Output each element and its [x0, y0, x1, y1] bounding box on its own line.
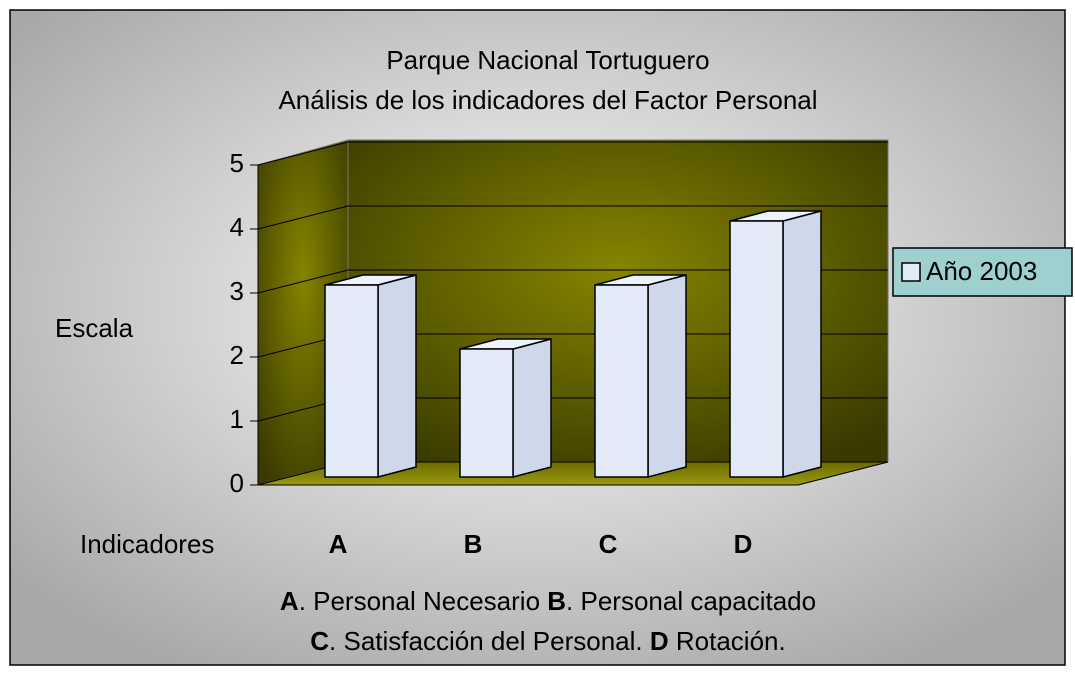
chart-subtitle: Análisis de los indicadores del Factor P… — [278, 85, 817, 115]
bar-side — [647, 274, 687, 478]
legend-label: Año 2003 — [926, 256, 1037, 286]
bar-side — [512, 338, 552, 478]
grid-line — [257, 269, 349, 294]
y-tick-label: 3 — [230, 276, 244, 306]
y-tick-label: 1 — [230, 404, 244, 434]
plot: 0 1 2 3 4 5 A B C D — [230, 141, 889, 559]
chart-title: Parque Nacional Tortuguero — [386, 45, 709, 75]
bar — [324, 284, 379, 478]
bar — [594, 284, 649, 478]
bar-side — [377, 274, 417, 478]
x-tick-label: B — [464, 529, 483, 559]
note: A. Personal Necesario B. Personal capaci… — [280, 586, 816, 616]
axis — [797, 461, 889, 486]
x-tick-label: D — [734, 529, 753, 559]
x-tick-label: A — [329, 529, 348, 559]
note: C. Satisfacción del Personal. D Rotación… — [310, 626, 785, 656]
grid-line — [257, 205, 349, 230]
grid-line — [257, 141, 349, 166]
x-tick-label: C — [599, 529, 618, 559]
y-axis-label: Escala — [55, 313, 134, 343]
legend-box — [892, 247, 1073, 297]
bar — [729, 220, 784, 478]
y-tick-label: 2 — [230, 340, 244, 370]
bar-side — [782, 210, 822, 478]
y-tick-label: 0 — [230, 468, 244, 498]
bar — [459, 348, 514, 478]
y-tick-label: 4 — [230, 212, 244, 242]
y-tick-label: 5 — [230, 148, 244, 178]
x-axis-label: Indicadores — [80, 529, 214, 559]
legend-marker — [901, 262, 921, 282]
